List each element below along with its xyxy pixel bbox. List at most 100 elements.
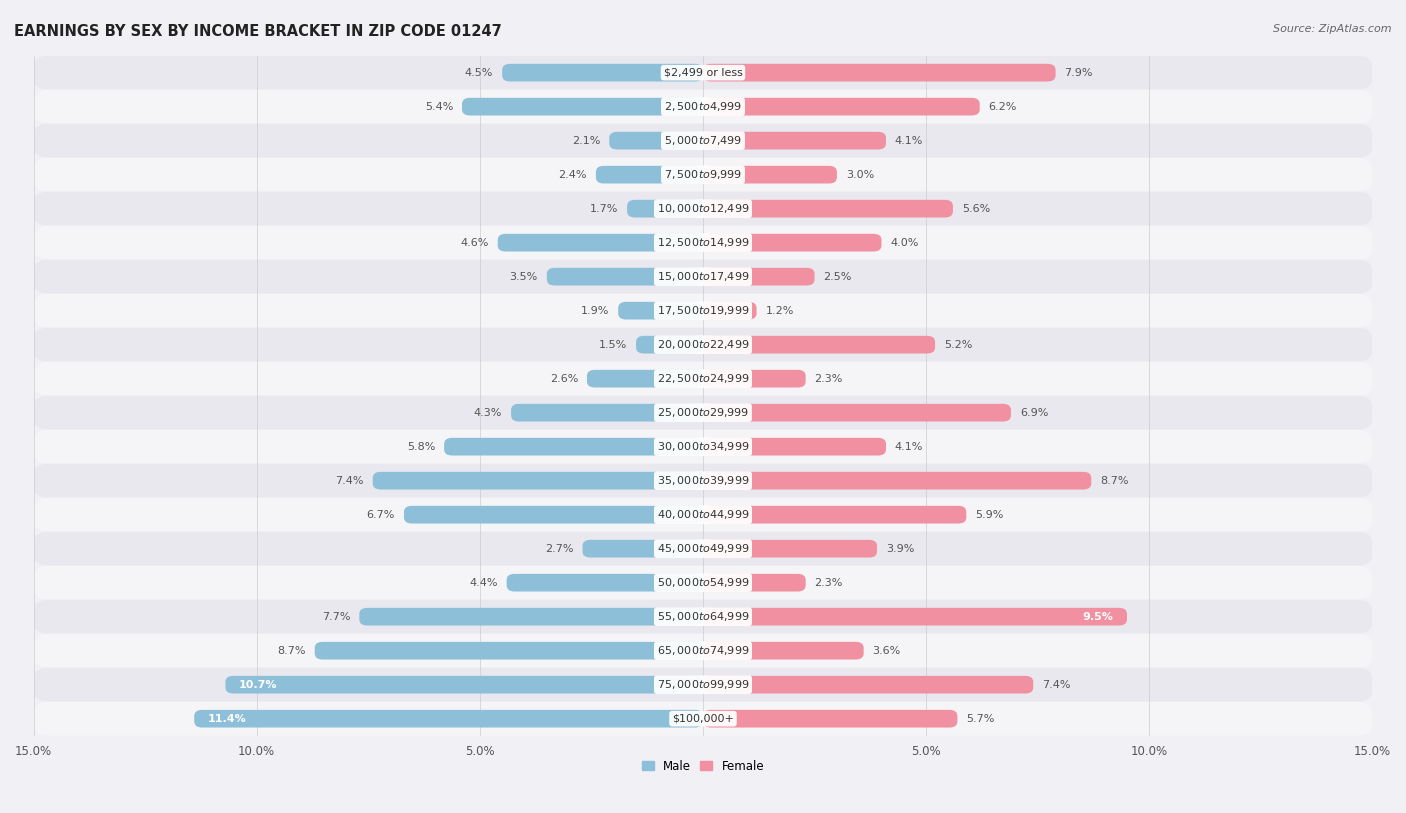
- Text: 8.7%: 8.7%: [1101, 476, 1129, 485]
- FancyBboxPatch shape: [404, 506, 703, 524]
- FancyBboxPatch shape: [703, 608, 1128, 625]
- Text: 7.7%: 7.7%: [322, 611, 350, 622]
- FancyBboxPatch shape: [703, 336, 935, 354]
- Text: $17,500 to $19,999: $17,500 to $19,999: [657, 304, 749, 317]
- Text: $100,000+: $100,000+: [672, 714, 734, 724]
- FancyBboxPatch shape: [609, 132, 703, 150]
- FancyBboxPatch shape: [34, 259, 1372, 293]
- Text: 4.5%: 4.5%: [465, 67, 494, 78]
- Text: 3.9%: 3.9%: [886, 544, 914, 554]
- FancyBboxPatch shape: [703, 472, 1091, 489]
- Text: 8.7%: 8.7%: [277, 646, 305, 656]
- Text: 6.9%: 6.9%: [1019, 407, 1049, 418]
- FancyBboxPatch shape: [463, 98, 703, 115]
- FancyBboxPatch shape: [636, 336, 703, 354]
- FancyBboxPatch shape: [703, 574, 806, 592]
- Text: $50,000 to $54,999: $50,000 to $54,999: [657, 576, 749, 589]
- FancyBboxPatch shape: [34, 463, 1372, 498]
- Text: 4.1%: 4.1%: [894, 441, 924, 452]
- FancyBboxPatch shape: [34, 396, 1372, 430]
- FancyBboxPatch shape: [34, 532, 1372, 566]
- FancyBboxPatch shape: [703, 676, 1033, 693]
- Text: $10,000 to $12,499: $10,000 to $12,499: [657, 202, 749, 215]
- Text: $30,000 to $34,999: $30,000 to $34,999: [657, 440, 749, 453]
- Text: $15,000 to $17,499: $15,000 to $17,499: [657, 270, 749, 283]
- Text: 11.4%: 11.4%: [208, 714, 246, 724]
- FancyBboxPatch shape: [34, 328, 1372, 362]
- Text: 5.7%: 5.7%: [966, 714, 994, 724]
- FancyBboxPatch shape: [703, 540, 877, 558]
- Text: 5.8%: 5.8%: [406, 441, 436, 452]
- FancyBboxPatch shape: [34, 226, 1372, 259]
- Text: EARNINGS BY SEX BY INCOME BRACKET IN ZIP CODE 01247: EARNINGS BY SEX BY INCOME BRACKET IN ZIP…: [14, 24, 502, 39]
- FancyBboxPatch shape: [547, 267, 703, 285]
- Text: 7.9%: 7.9%: [1064, 67, 1092, 78]
- FancyBboxPatch shape: [703, 641, 863, 659]
- FancyBboxPatch shape: [596, 166, 703, 184]
- FancyBboxPatch shape: [703, 404, 1011, 421]
- Text: 5.4%: 5.4%: [425, 102, 453, 111]
- Text: 10.7%: 10.7%: [239, 680, 277, 689]
- Text: 9.5%: 9.5%: [1083, 611, 1114, 622]
- Text: 6.2%: 6.2%: [988, 102, 1017, 111]
- FancyBboxPatch shape: [627, 200, 703, 218]
- Text: 2.5%: 2.5%: [824, 272, 852, 281]
- FancyBboxPatch shape: [703, 710, 957, 728]
- Text: $20,000 to $22,499: $20,000 to $22,499: [657, 338, 749, 351]
- Text: 4.1%: 4.1%: [894, 136, 924, 146]
- Text: $75,000 to $99,999: $75,000 to $99,999: [657, 678, 749, 691]
- FancyBboxPatch shape: [34, 89, 1372, 124]
- FancyBboxPatch shape: [444, 438, 703, 455]
- Text: $25,000 to $29,999: $25,000 to $29,999: [657, 406, 749, 420]
- FancyBboxPatch shape: [703, 302, 756, 320]
- Text: 4.3%: 4.3%: [474, 407, 502, 418]
- FancyBboxPatch shape: [703, 132, 886, 150]
- FancyBboxPatch shape: [225, 676, 703, 693]
- Text: $65,000 to $74,999: $65,000 to $74,999: [657, 644, 749, 657]
- Text: $12,500 to $14,999: $12,500 to $14,999: [657, 236, 749, 249]
- Text: 2.3%: 2.3%: [814, 578, 844, 588]
- FancyBboxPatch shape: [315, 641, 703, 659]
- FancyBboxPatch shape: [498, 234, 703, 251]
- FancyBboxPatch shape: [512, 404, 703, 421]
- FancyBboxPatch shape: [34, 702, 1372, 736]
- FancyBboxPatch shape: [34, 498, 1372, 532]
- Text: $7,500 to $9,999: $7,500 to $9,999: [664, 168, 742, 181]
- Text: 4.4%: 4.4%: [470, 578, 498, 588]
- FancyBboxPatch shape: [34, 192, 1372, 226]
- FancyBboxPatch shape: [34, 55, 1372, 89]
- Text: 4.0%: 4.0%: [890, 237, 918, 248]
- FancyBboxPatch shape: [703, 234, 882, 251]
- Text: 2.3%: 2.3%: [814, 374, 844, 384]
- FancyBboxPatch shape: [34, 362, 1372, 396]
- FancyBboxPatch shape: [373, 472, 703, 489]
- Text: $2,500 to $4,999: $2,500 to $4,999: [664, 100, 742, 113]
- FancyBboxPatch shape: [586, 370, 703, 388]
- Text: 3.5%: 3.5%: [509, 272, 538, 281]
- Text: $5,000 to $7,499: $5,000 to $7,499: [664, 134, 742, 147]
- FancyBboxPatch shape: [360, 608, 703, 625]
- Text: $40,000 to $44,999: $40,000 to $44,999: [657, 508, 749, 521]
- Text: 3.6%: 3.6%: [873, 646, 901, 656]
- Text: 6.7%: 6.7%: [367, 510, 395, 520]
- Text: 1.7%: 1.7%: [591, 204, 619, 214]
- Text: $55,000 to $64,999: $55,000 to $64,999: [657, 611, 749, 624]
- Text: $45,000 to $49,999: $45,000 to $49,999: [657, 542, 749, 555]
- Text: 7.4%: 7.4%: [335, 476, 364, 485]
- FancyBboxPatch shape: [34, 633, 1372, 667]
- Text: 7.4%: 7.4%: [1042, 680, 1071, 689]
- Text: 2.7%: 2.7%: [546, 544, 574, 554]
- FancyBboxPatch shape: [703, 506, 966, 524]
- FancyBboxPatch shape: [34, 158, 1372, 192]
- FancyBboxPatch shape: [34, 124, 1372, 158]
- FancyBboxPatch shape: [34, 293, 1372, 328]
- FancyBboxPatch shape: [502, 63, 703, 81]
- FancyBboxPatch shape: [619, 302, 703, 320]
- Text: 5.6%: 5.6%: [962, 204, 990, 214]
- FancyBboxPatch shape: [703, 63, 1056, 81]
- FancyBboxPatch shape: [582, 540, 703, 558]
- FancyBboxPatch shape: [34, 430, 1372, 463]
- FancyBboxPatch shape: [34, 566, 1372, 600]
- FancyBboxPatch shape: [194, 710, 703, 728]
- Text: $35,000 to $39,999: $35,000 to $39,999: [657, 474, 749, 487]
